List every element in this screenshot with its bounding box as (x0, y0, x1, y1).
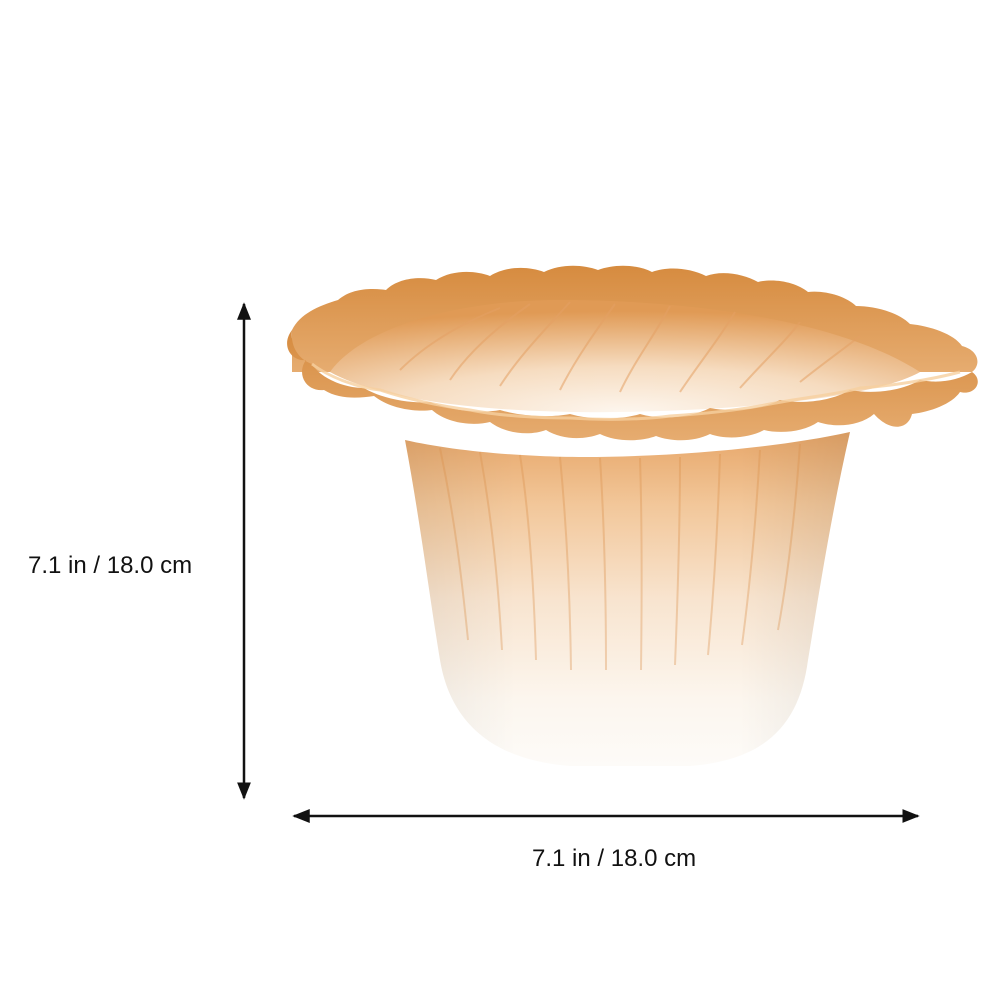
height-dimension-label: 7.1 in / 18.0 cm (28, 552, 193, 579)
interior-ridges (399, 301, 861, 393)
shade-front-rim (287, 330, 978, 441)
shade-interior (330, 300, 920, 413)
body-ridges (439, 443, 801, 671)
width-dimension-label: 7.1 in / 18.0 cm (532, 845, 697, 872)
rim-highlight (311, 362, 961, 421)
